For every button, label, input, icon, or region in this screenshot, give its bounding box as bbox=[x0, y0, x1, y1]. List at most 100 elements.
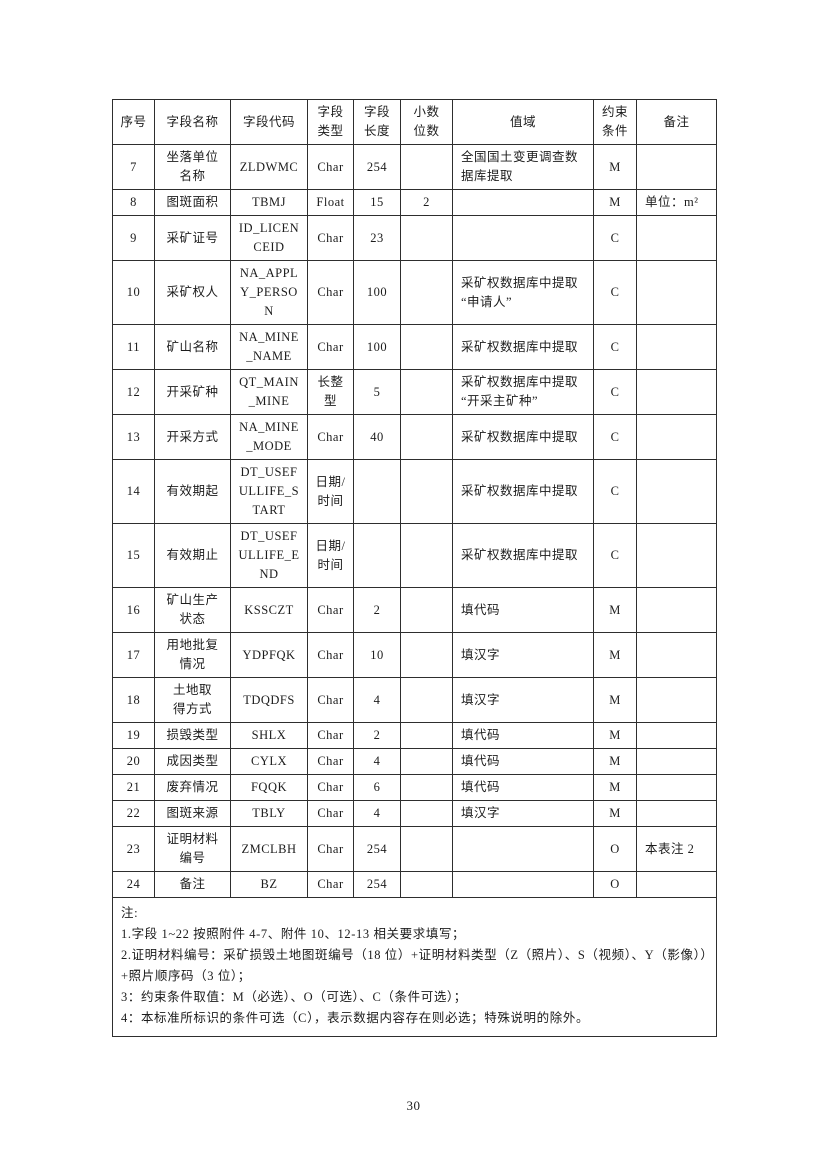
cell-type: Char bbox=[307, 324, 354, 370]
cell-domain: 填汉字 bbox=[452, 800, 594, 827]
cell-constraint: M bbox=[593, 774, 637, 801]
cell-no: 22 bbox=[112, 800, 155, 827]
cell-code: NA_MINE _NAME bbox=[230, 324, 308, 370]
cell-domain: 采矿权数据库中提取 bbox=[452, 324, 594, 370]
cell-name: 土地取 得方式 bbox=[154, 677, 231, 723]
cell-length: 100 bbox=[353, 260, 401, 325]
table-row: 20 成因类型 CYLX Char 4 填代码 M bbox=[112, 748, 717, 775]
cell-name: 有效期止 bbox=[154, 523, 231, 588]
cell-length: 2 bbox=[353, 587, 401, 633]
cell-decimals bbox=[400, 826, 453, 872]
cell-decimals bbox=[400, 324, 453, 370]
cell-no: 8 bbox=[112, 189, 155, 216]
cell-length: 5 bbox=[353, 369, 401, 415]
cell-constraint: M bbox=[593, 189, 637, 216]
cell-type: Float bbox=[307, 189, 354, 216]
cell-code: YDPFQK bbox=[230, 632, 308, 678]
cell-decimals bbox=[400, 144, 453, 190]
cell-no: 15 bbox=[112, 523, 155, 588]
cell-type: 长整 型 bbox=[307, 369, 354, 415]
cell-length: 15 bbox=[353, 189, 401, 216]
header-field-length: 字段 长度 bbox=[353, 99, 401, 145]
cell-decimals: 2 bbox=[400, 189, 453, 216]
note-line: 2.证明材料编号：采矿损毁土地图斑编号（18 位）+证明材料类型（Z（照片）、S… bbox=[121, 948, 708, 983]
cell-name: 开采矿种 bbox=[154, 369, 231, 415]
table-row: 19 损毁类型 SHLX Char 2 填代码 M bbox=[112, 722, 717, 749]
cell-domain: 采矿权数据库中提取 bbox=[452, 523, 594, 588]
cell-name: 采矿权人 bbox=[154, 260, 231, 325]
cell-no: 19 bbox=[112, 722, 155, 749]
cell-no: 24 bbox=[112, 871, 155, 898]
cell-remark bbox=[636, 215, 717, 261]
cell-code: SHLX bbox=[230, 722, 308, 749]
cell-length: 10 bbox=[353, 632, 401, 678]
cell-remark bbox=[636, 369, 717, 415]
cell-remark bbox=[636, 748, 717, 775]
cell-name: 开采方式 bbox=[154, 414, 231, 460]
cell-remark bbox=[636, 260, 717, 325]
notes-row: 注: 1.字段 1~22 按照附件 4-7、附件 10、12-13 相关要求填写；… bbox=[112, 897, 717, 1037]
table-header: 序号 字段名称 字段代码 字段 类型 字段 长度 小数 位数 值域 约束 条件 … bbox=[112, 99, 717, 145]
page-number: 30 bbox=[406, 1098, 421, 1113]
cell-constraint: M bbox=[593, 632, 637, 678]
table-row: 7 坐落单位 名称 ZLDWMC Char 254 全国国土变更调查数 据库提取 M bbox=[112, 144, 717, 190]
cell-constraint: C bbox=[593, 523, 637, 588]
table-body: 7 坐落单位 名称 ZLDWMC Char 254 全国国土变更调查数 据库提取 M 8 图斑面… bbox=[112, 144, 717, 898]
cell-remark bbox=[636, 722, 717, 749]
cell-type: 日期/ 时间 bbox=[307, 523, 354, 588]
cell-length: 254 bbox=[353, 826, 401, 872]
cell-code: NA_APPL Y_PERSO N bbox=[230, 260, 308, 325]
cell-length bbox=[353, 459, 401, 524]
cell-constraint: C bbox=[593, 260, 637, 325]
cell-length: 40 bbox=[353, 414, 401, 460]
cell-no: 11 bbox=[112, 324, 155, 370]
cell-no: 7 bbox=[112, 144, 155, 190]
cell-name: 图斑来源 bbox=[154, 800, 231, 827]
cell-remark bbox=[636, 414, 717, 460]
header-decimals: 小数 位数 bbox=[400, 99, 453, 145]
cell-type: Char bbox=[307, 826, 354, 872]
cell-name: 废弃情况 bbox=[154, 774, 231, 801]
header-constraint: 约束 条件 bbox=[593, 99, 637, 145]
header-seq: 序号 bbox=[112, 99, 155, 145]
cell-name: 备注 bbox=[154, 871, 231, 898]
cell-name: 用地批复 情况 bbox=[154, 632, 231, 678]
cell-name: 成因类型 bbox=[154, 748, 231, 775]
cell-constraint: M bbox=[593, 722, 637, 749]
header-field-type: 字段 类型 bbox=[307, 99, 354, 145]
cell-domain bbox=[452, 215, 594, 261]
cell-type: Char bbox=[307, 632, 354, 678]
cell-no: 18 bbox=[112, 677, 155, 723]
cell-length: 6 bbox=[353, 774, 401, 801]
table-row: 8 图斑面积 TBMJ Float 15 2 M 单位：m² bbox=[112, 189, 717, 216]
cell-constraint: C bbox=[593, 324, 637, 370]
cell-domain bbox=[452, 189, 594, 216]
table-row: 18 土地取 得方式 TDQDFS Char 4 填汉字 M bbox=[112, 677, 717, 723]
header-field-name: 字段名称 bbox=[154, 99, 231, 145]
cell-no: 10 bbox=[112, 260, 155, 325]
cell-remark bbox=[636, 632, 717, 678]
cell-remark bbox=[636, 871, 717, 898]
note-line: 注: bbox=[121, 906, 139, 920]
cell-domain: 填代码 bbox=[452, 587, 594, 633]
cell-type: Char bbox=[307, 800, 354, 827]
cell-no: 14 bbox=[112, 459, 155, 524]
note-line: 1.字段 1~22 按照附件 4-7、附件 10、12-13 相关要求填写； bbox=[121, 927, 466, 941]
cell-constraint: M bbox=[593, 800, 637, 827]
cell-type: Char bbox=[307, 215, 354, 261]
cell-decimals bbox=[400, 260, 453, 325]
cell-remark bbox=[636, 459, 717, 524]
cell-code: TDQDFS bbox=[230, 677, 308, 723]
cell-name: 有效期起 bbox=[154, 459, 231, 524]
cell-remark: 本表注 2 bbox=[636, 826, 717, 872]
cell-length: 2 bbox=[353, 722, 401, 749]
cell-decimals bbox=[400, 369, 453, 415]
cell-decimals bbox=[400, 587, 453, 633]
cell-length bbox=[353, 523, 401, 588]
cell-no: 12 bbox=[112, 369, 155, 415]
cell-no: 17 bbox=[112, 632, 155, 678]
cell-decimals bbox=[400, 677, 453, 723]
cell-type: Char bbox=[307, 871, 354, 898]
table-row: 24 备注 BZ Char 254 O bbox=[112, 871, 717, 898]
